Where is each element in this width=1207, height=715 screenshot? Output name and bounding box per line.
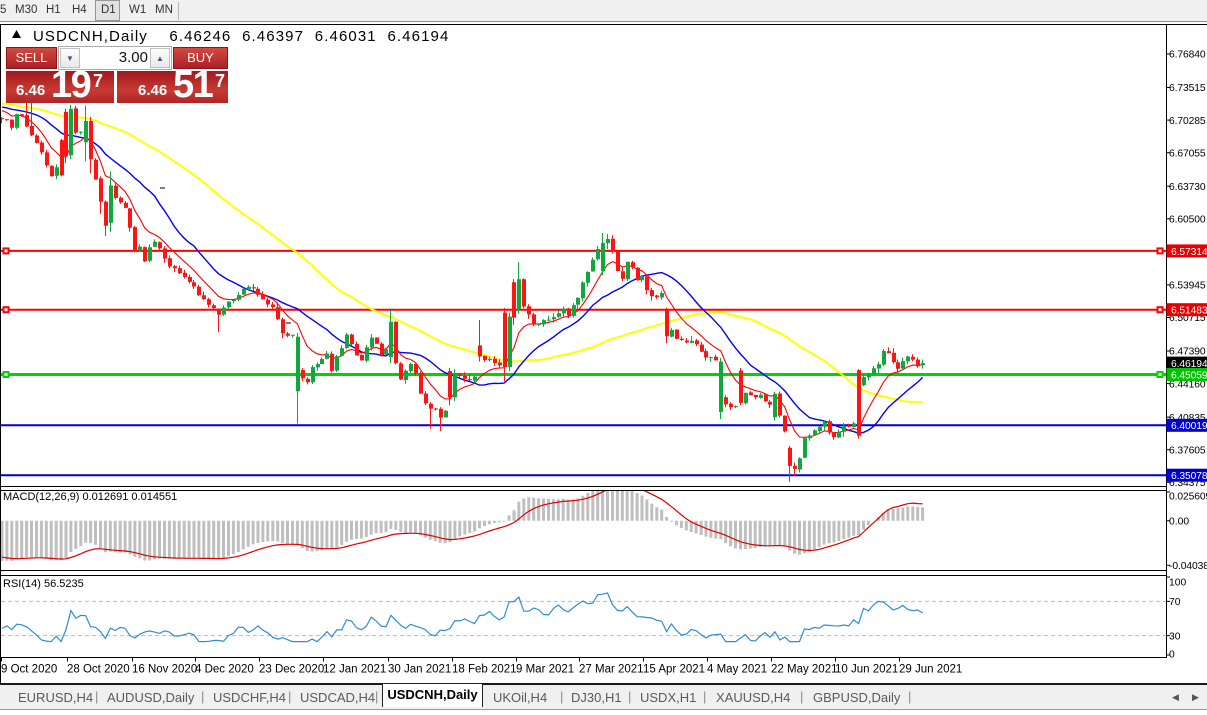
svg-text:6.76840: 6.76840	[1169, 50, 1206, 61]
svg-text:28 Oct 2020: 28 Oct 2020	[67, 664, 130, 676]
svg-text:RSI(14) 56.5235: RSI(14) 56.5235	[3, 578, 84, 590]
svg-text:4 Dec 2020: 4 Dec 2020	[195, 664, 254, 676]
svg-text:6.40019: 6.40019	[1171, 421, 1207, 432]
svg-text:27 Mar 2021: 27 Mar 2021	[579, 664, 644, 676]
svg-text:6.73515: 6.73515	[1169, 83, 1206, 94]
svg-text:18 Feb 2021: 18 Feb 2021	[452, 664, 517, 676]
svg-text:6.47390: 6.47390	[1169, 347, 1206, 358]
svg-text:-0.040388: -0.040388	[1169, 561, 1207, 572]
svg-text:MACD(12,26,9) 0.012691 0.01455: MACD(12,26,9) 0.012691 0.014551	[3, 491, 177, 503]
svg-text:100: 100	[1169, 578, 1186, 589]
svg-text:0.00: 0.00	[1169, 516, 1189, 527]
svg-text:6.37605: 6.37605	[1169, 445, 1206, 456]
svg-text:23 Dec 2020: 23 Dec 2020	[259, 664, 324, 676]
svg-text:6.35078: 6.35078	[1171, 471, 1207, 482]
svg-text:15 Apr 2021: 15 Apr 2021	[643, 664, 705, 676]
svg-text:30 Jan 2021: 30 Jan 2021	[388, 664, 451, 676]
svg-text:9 Oct 2020: 9 Oct 2020	[1, 664, 57, 676]
svg-text:6.57314: 6.57314	[1171, 247, 1207, 258]
svg-text:6.60500: 6.60500	[1169, 215, 1206, 226]
svg-text:4 May 2021: 4 May 2021	[707, 664, 767, 676]
svg-text:22 May 2021: 22 May 2021	[771, 664, 838, 676]
svg-text:0.025609: 0.025609	[1169, 492, 1207, 503]
svg-text:16 Nov 2020: 16 Nov 2020	[132, 664, 197, 676]
svg-text:29 Jun 2021: 29 Jun 2021	[899, 664, 962, 676]
svg-text:70: 70	[1169, 597, 1181, 608]
svg-text:10 Jun 2021: 10 Jun 2021	[835, 664, 898, 676]
svg-text:6.51483: 6.51483	[1171, 306, 1207, 317]
svg-text:9 Mar 2021: 9 Mar 2021	[516, 664, 574, 676]
svg-text:30: 30	[1169, 631, 1181, 642]
svg-text:12 Jan 2021: 12 Jan 2021	[323, 664, 386, 676]
svg-text:USDCNH,Daily 6.46246 6.46397: USDCNH,Daily 6.46246 6.46397 6.46031 6.4…	[33, 28, 449, 45]
svg-text:6.45059: 6.45059	[1171, 370, 1207, 381]
svg-text:6.67055: 6.67055	[1169, 148, 1206, 159]
svg-text:6.53945: 6.53945	[1169, 281, 1206, 292]
svg-text:0: 0	[1169, 649, 1175, 660]
svg-text:6.63730: 6.63730	[1169, 182, 1206, 193]
svg-text:6.70285: 6.70285	[1169, 116, 1206, 127]
